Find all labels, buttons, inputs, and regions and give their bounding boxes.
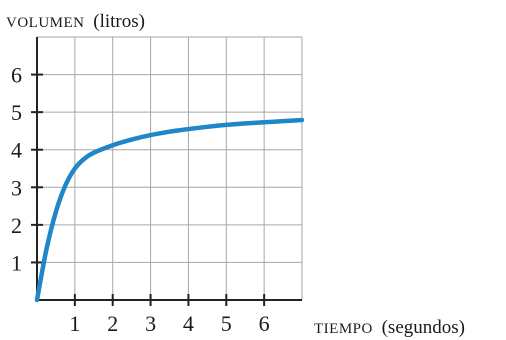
- x-axis-label-suffix: (segundos): [382, 317, 465, 338]
- axes: [36, 37, 302, 301]
- x-tick-label-6: 6: [259, 311, 270, 336]
- y-axis-label: VOLUMEN (litros): [6, 11, 145, 32]
- y-axis-label-prefix: VOLUMEN: [6, 15, 85, 31]
- ticks: [31, 73, 266, 306]
- y-tick-label-4: 4: [11, 138, 22, 163]
- grid: [37, 36, 303, 300]
- y-tick-label-3: 3: [11, 175, 22, 200]
- y-axis-label-suffix: (litros): [93, 11, 145, 32]
- series: [34, 117, 305, 303]
- x-tick-label-2: 2: [107, 311, 118, 336]
- x-axis-label: TIEMPO (segundos): [314, 317, 465, 338]
- y-tick-label-1: 1: [11, 250, 22, 275]
- x-tick-label-5: 5: [221, 311, 232, 336]
- y-tick-label-5: 5: [11, 100, 22, 125]
- x-axis-label-prefix: TIEMPO: [314, 321, 373, 337]
- y-tick-label-6: 6: [11, 63, 22, 88]
- y-tick-label-2: 2: [11, 213, 22, 238]
- x-tick-label-3: 3: [145, 311, 156, 336]
- x-tick-label-1: 1: [69, 311, 80, 336]
- tick-labels: 1 2 3 4 5 6 1 2 3 4 5 6: [11, 63, 270, 336]
- series-line-0: [34, 117, 305, 303]
- x-tick-label-4: 4: [183, 311, 194, 336]
